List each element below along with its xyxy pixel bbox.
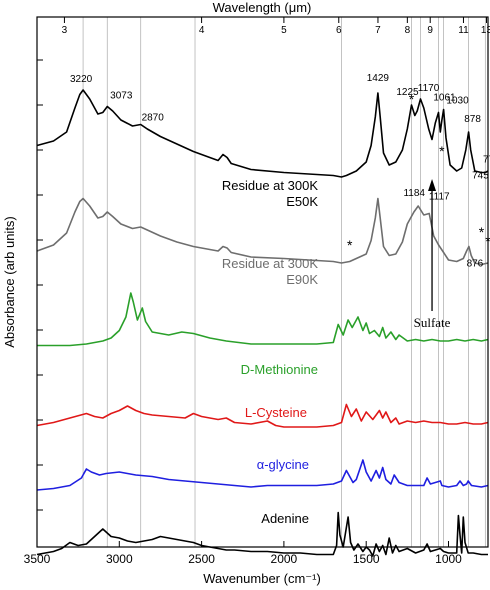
curve-label-2: D-Methionine [241,362,318,377]
asterisk-marker: * [439,143,445,159]
x2-tick-label: 8 [405,25,411,36]
curve-label-0: Residue at 300K [222,178,318,193]
peak-label: 3220 [70,74,93,85]
series-line-2 [37,292,489,347]
x-tick-label: 1500 [353,552,380,566]
x2-tick-label: 9 [427,25,433,36]
x2-tick-label: 5 [281,25,287,36]
x2-tick-label: 11 [458,25,469,36]
series-line-5 [36,511,488,557]
x-tick-label: 1000 [435,552,462,566]
x2-tick-label: 3 [62,25,68,36]
x2-axis-title: Wavelength (μm) [213,0,312,15]
sulfate-label: Sulfate [414,315,451,330]
sulfate-annotation: Sulfate [414,179,451,330]
curve-label-1: E90K [286,272,318,287]
x-tick-label: 2000 [271,552,298,566]
series-line-0 [36,89,489,178]
peak-label: 3073 [110,91,133,102]
sulfate-arrow-head [428,179,437,191]
asterisk-marker: * [479,224,485,240]
asterisk-marker: * [347,237,353,253]
peak-label: 1030 [446,96,469,107]
x-tick-label: 2500 [188,552,215,566]
peak-label: 745 [472,171,489,182]
peak-label: 1429 [367,73,390,84]
y-axis-title: Absorbance (arb units) [2,216,17,348]
asterisk-marker: * [409,91,415,107]
peak-label: 776 [483,155,490,166]
curve-label-5: Adenine [261,511,309,526]
x2-tick-label: 7 [375,25,381,36]
peak-label: 1061 [433,93,456,104]
x-tick-label: 3500 [24,552,51,566]
x-tick-label: 3000 [106,552,133,566]
peak-label: 878 [464,114,481,125]
asterisk-marker: * [485,233,490,249]
peak-label: 2870 [142,113,165,124]
peak-label: 1170 [418,83,440,94]
curve-label-3: L-Cysteine [245,405,307,420]
axis-ticks: 3500300025002000150010003456789111315 [24,17,490,566]
x-axis-title: Wavenumber (cm⁻¹) [203,571,321,586]
curve-label-4: α-glycine [257,457,309,472]
reference-lines [82,17,486,547]
curve-label-0: E50K [286,194,318,209]
x2-tick-label: 4 [199,25,205,36]
series-line-4 [36,459,489,491]
peak-label: 876 [467,259,484,270]
series-line-1 [36,197,489,266]
curve-label-1: Residue at 300K [222,256,318,271]
asterisk-markers: ***** [347,91,490,253]
x2-tick-label: 13 [481,25,490,36]
series-line-3 [36,403,489,428]
x2-tick-label: 6 [336,25,342,36]
peak-label: 1184 [403,188,425,199]
peak-label: 1225 [396,87,419,98]
plot-frame [36,16,489,548]
spectra-series [36,89,489,557]
peak-label: 1117 [429,192,450,203]
